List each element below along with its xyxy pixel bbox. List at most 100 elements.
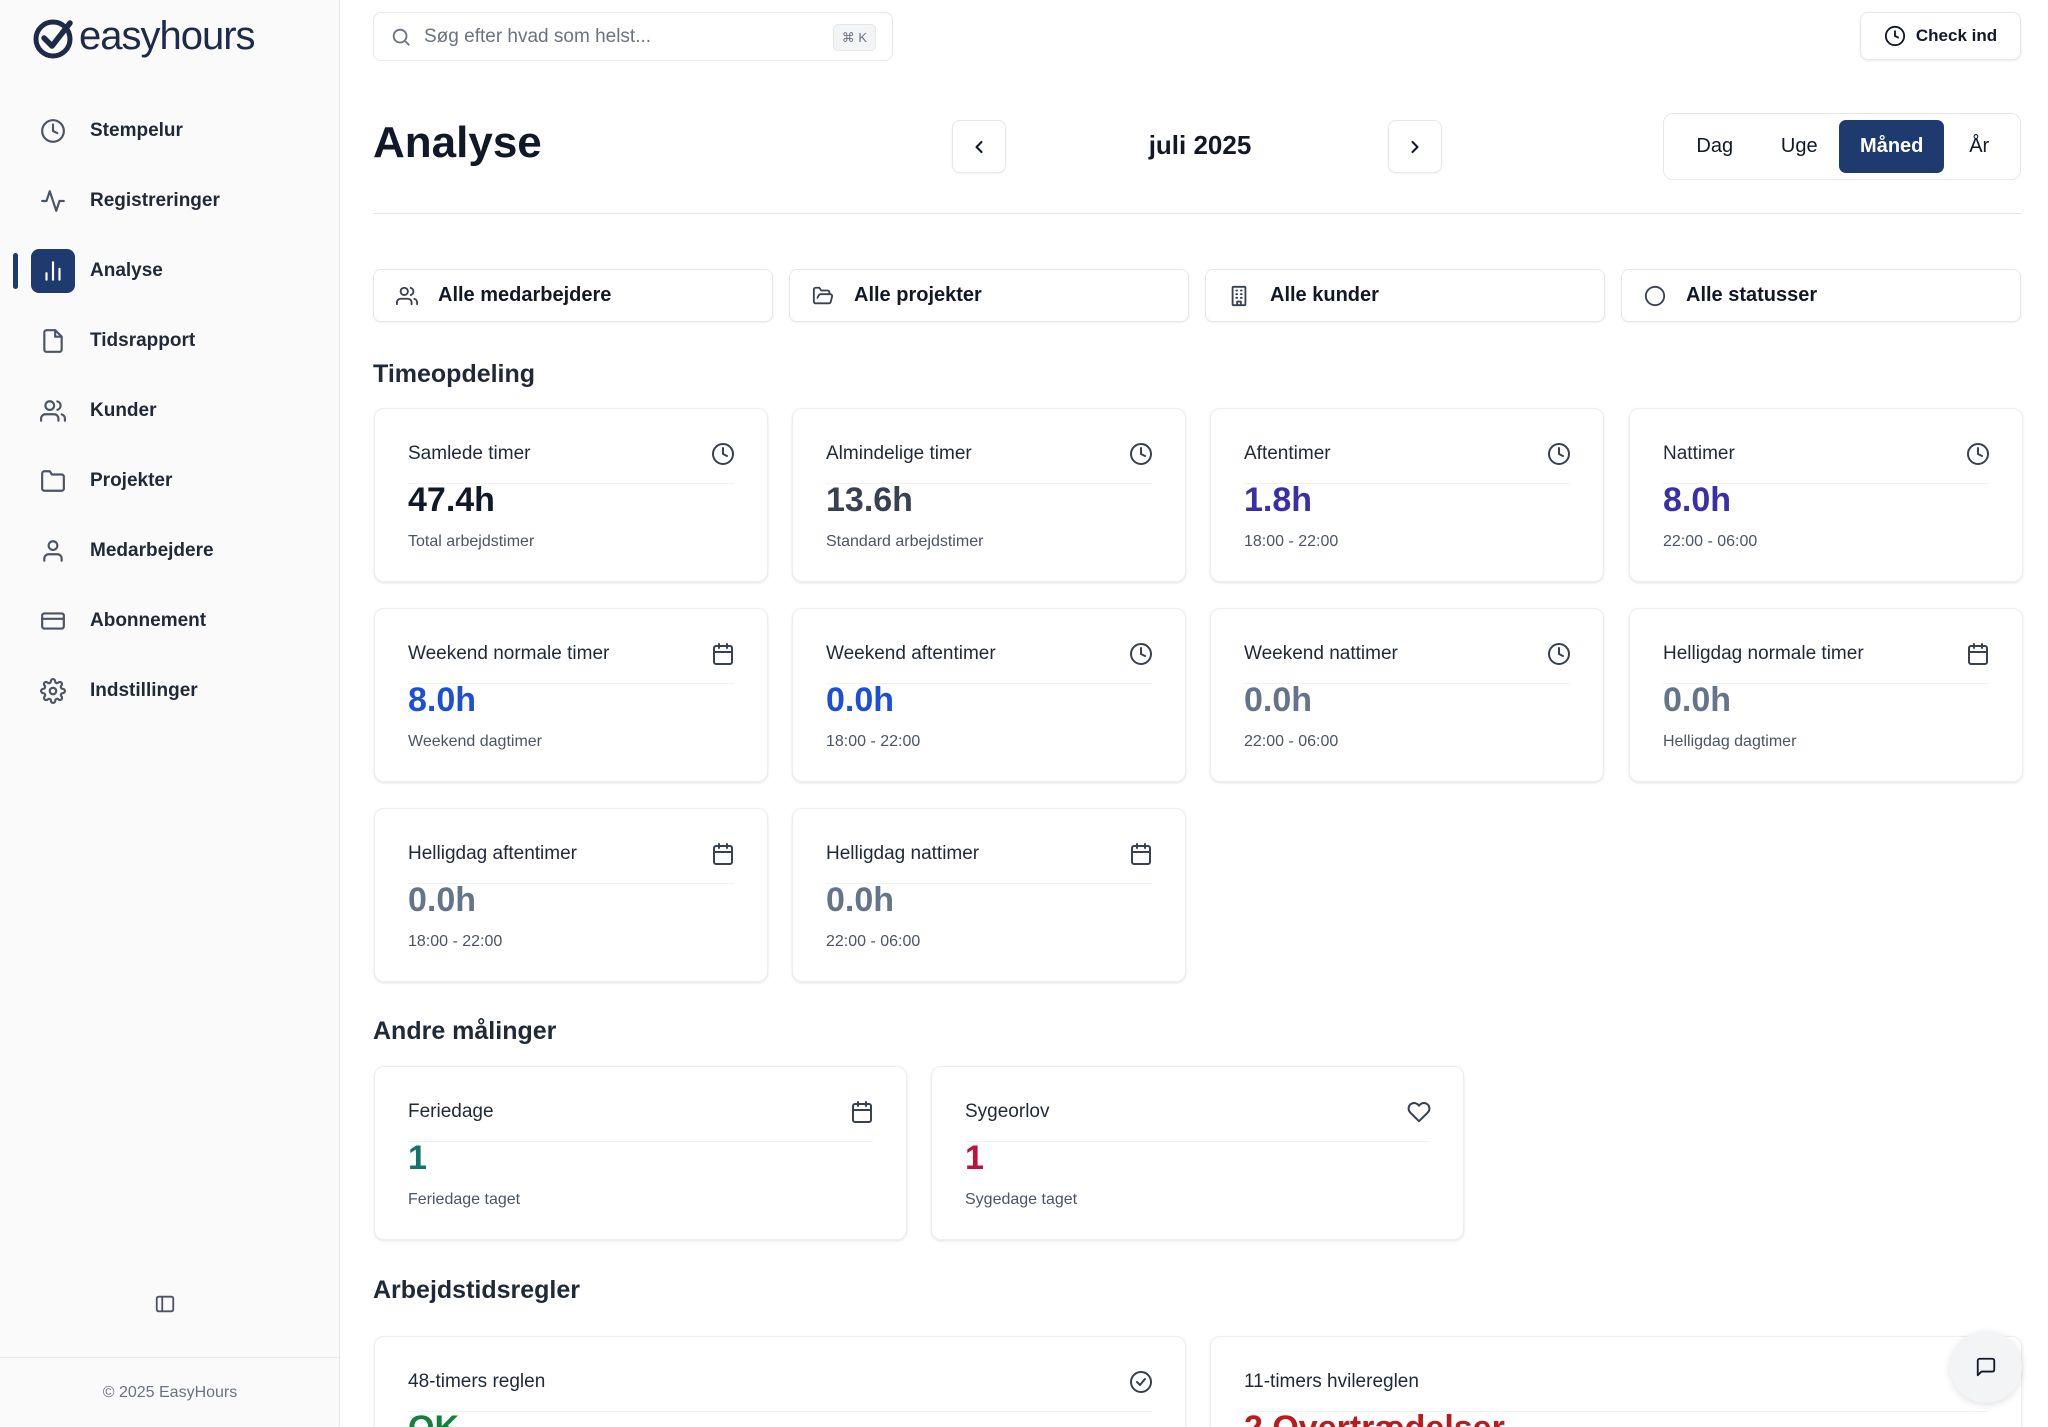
card-title: 48-timers reglen [408, 1371, 546, 1392]
chat-button[interactable] [1950, 1331, 2022, 1403]
metric-card: Weekend normale timer 8.0h Weekend dagtime… [374, 608, 768, 782]
card-subtitle: Helligdag dagtimer [1663, 733, 1797, 750]
sidebar-collapse-button[interactable] [152, 1291, 178, 1317]
sidebar-item-indstillinger[interactable]: Indstillinger [0, 656, 340, 726]
view-day-button[interactable]: Dag [1696, 135, 1734, 157]
sidebar-item-abonnement[interactable]: Abonnement [0, 586, 340, 656]
metric-card: 48-timers reglen OK [374, 1336, 1186, 1427]
sidebar-item-label: Tidsrapport [90, 330, 196, 351]
card-title: Feriedage [408, 1101, 494, 1122]
card-divider [826, 683, 1152, 684]
chat-icon [1976, 1357, 1996, 1377]
metric-card: Weekend aftentimer 0.0h 18:00 - 22:00 [792, 608, 1186, 782]
card-subtitle: Standard arbejdstimer [826, 533, 984, 550]
panel-left-icon [155, 1295, 175, 1313]
card-divider [1663, 683, 1989, 684]
card-title: Weekend normale timer [408, 643, 610, 664]
sidebar-item-tidsrapport[interactable]: Tidsrapport [0, 306, 340, 376]
filter-label: Alle medarbejdere [438, 284, 612, 306]
card-subtitle: 22:00 - 06:00 [1663, 533, 1758, 550]
filter-projects[interactable]: Alle projekter [789, 269, 1189, 322]
card-title: Weekend nattimer [1244, 643, 1398, 664]
circle-icon [1644, 285, 1666, 306]
check-in-button[interactable]: Check ind [1860, 12, 2021, 60]
check-circle-logo-icon [33, 19, 73, 58]
folder-open-icon [812, 286, 834, 304]
filter-label: Alle kunder [1270, 284, 1379, 306]
filter-label: Alle projekter [854, 284, 982, 306]
clock-icon [1966, 442, 1990, 466]
metric-card: Aftentimer 1.8h 18:00 - 22:00 [1210, 408, 1604, 582]
card-title: Almindelige timer [826, 443, 972, 464]
card-divider [408, 1141, 873, 1142]
next-period-button[interactable] [1388, 120, 1442, 173]
clock-icon [1547, 442, 1571, 466]
sidebar-item-registreringer[interactable]: Registreringer [0, 166, 340, 236]
card-subtitle: 22:00 - 06:00 [826, 933, 921, 950]
sidebar-item-stempelur[interactable]: Stempelur [0, 96, 340, 166]
calendar-icon [711, 842, 735, 866]
filter-customers[interactable]: Alle kunder [1205, 269, 1605, 322]
card-title: Helligdag normale timer [1663, 643, 1864, 664]
metric-card: Helligdag aftentimer 0.0h 18:00 - 22:00 [374, 808, 768, 982]
card-divider [408, 683, 734, 684]
credit-card-icon [36, 604, 70, 638]
sidebar-item-label: Projekter [90, 470, 173, 491]
sidebar-item-projekter[interactable]: Projekter [0, 446, 340, 516]
card-divider [965, 1141, 1430, 1142]
sidebar-item-label: Indstillinger [90, 680, 198, 701]
view-month-button[interactable]: Måned [1839, 120, 1945, 173]
card-value: 0.0h [408, 881, 477, 919]
sidebar-item-label: Analyse [90, 260, 163, 281]
card-title: Nattimer [1663, 443, 1735, 464]
card-subtitle: Feriedage taget [408, 1191, 521, 1208]
active-indicator [13, 253, 18, 289]
sidebar-footer: © 2025 EasyHours [0, 1357, 340, 1427]
metric-card: Feriedage 1 Feriedage taget [374, 1066, 907, 1240]
users-icon [396, 286, 418, 305]
view-week-button[interactable]: Uge [1780, 135, 1818, 157]
view-year-button[interactable]: År [1969, 135, 1990, 157]
card-title: Helligdag nattimer [826, 843, 980, 864]
card-divider [408, 883, 734, 884]
card-value: 13.6h [826, 481, 913, 519]
metric-card: 11-timers hvilereglen 2 Overtrædelser [1210, 1336, 2022, 1427]
card-value: 8.0h [408, 681, 477, 719]
filter-employees[interactable]: Alle medarbejdere [373, 269, 773, 322]
logo[interactable]: easyhours [31, 14, 256, 59]
previous-period-button[interactable] [952, 120, 1006, 173]
calendar-icon [1966, 642, 1990, 666]
card-subtitle: Total arbejdstimer [408, 533, 535, 550]
calendar-icon [1129, 842, 1153, 866]
metric-card: Weekend nattimer 0.0h 22:00 - 06:00 [1210, 608, 1604, 782]
search-input[interactable]: Søg efter hvad som helst... ⌘ K [373, 12, 893, 61]
card-divider [1244, 483, 1570, 484]
sidebar-item-kunder[interactable]: Kunder [0, 376, 340, 446]
card-subtitle: 18:00 - 22:00 [826, 733, 921, 750]
sidebar-item-medarbejdere[interactable]: Medarbejdere [0, 516, 340, 586]
clock-icon [1129, 642, 1153, 666]
section-title-arbejdstidsregler: Arbejdstidsregler [373, 1276, 581, 1304]
card-value: 47.4h [408, 481, 495, 519]
sidebar-item-label: Registreringer [90, 190, 220, 211]
metric-card: Samlede timer 47.4h Total arbejdstimer [374, 408, 768, 582]
card-value: 0.0h [1244, 681, 1313, 719]
page-title: Analyse [373, 118, 542, 167]
card-subtitle: 18:00 - 22:00 [1244, 533, 1339, 550]
header-divider [373, 213, 2021, 214]
card-value: 0.0h [826, 881, 895, 919]
section-title-timeopdeling: Timeopdeling [373, 360, 536, 388]
metric-card: Nattimer 8.0h 22:00 - 06:00 [1629, 408, 2023, 582]
sidebar-item-analyse[interactable]: Analyse [0, 236, 340, 306]
card-value: 0.0h [1663, 681, 1732, 719]
check-circle-icon [1129, 1370, 1153, 1394]
card-divider [408, 483, 734, 484]
period-label: juli 2025 [1148, 130, 1252, 160]
card-title: Weekend aftentimer [826, 643, 996, 664]
filter-statuses[interactable]: Alle statusser [1621, 269, 2021, 322]
card-value: 2 Overtrædelser [1244, 1409, 1505, 1427]
clock-icon [1129, 442, 1153, 466]
card-divider [826, 483, 1152, 484]
card-subtitle: 18:00 - 22:00 [408, 933, 503, 950]
